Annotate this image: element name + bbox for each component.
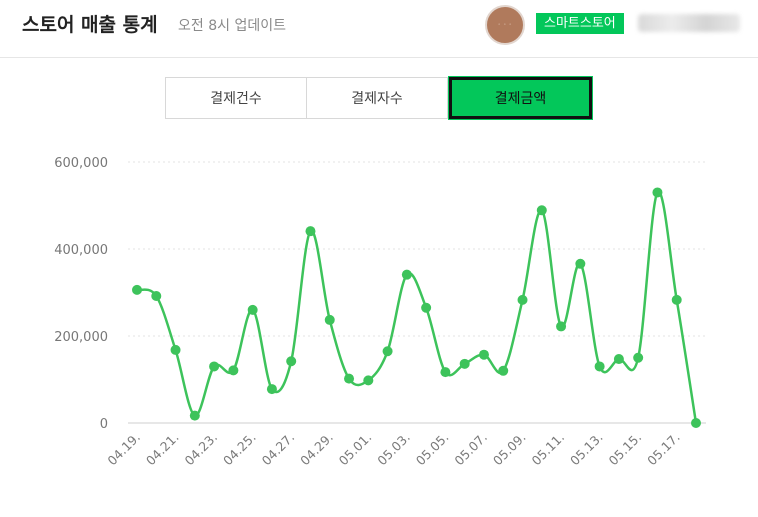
data-point[interactable] — [324, 314, 335, 325]
x-tick-label: 05.13. — [567, 430, 606, 469]
tab-payment-amount[interactable]: 결제금액 — [448, 76, 593, 120]
x-tick-label: 04.21. — [143, 430, 182, 469]
series-line — [136, 190, 698, 424]
x-tick-label: 05.05. — [413, 430, 452, 469]
y-tick-label: 0 — [100, 417, 108, 432]
data-point[interactable] — [344, 373, 355, 384]
y-tick-label: 600,000 — [54, 156, 108, 171]
data-point[interactable] — [209, 361, 220, 372]
data-point[interactable] — [517, 294, 528, 305]
data-point[interactable] — [440, 367, 451, 378]
tab-payer-count[interactable]: 결제자수 — [306, 77, 448, 119]
data-point[interactable] — [266, 384, 277, 395]
y-axis: 0 200,000 400,000 600,000 — [54, 156, 108, 432]
data-point[interactable] — [498, 365, 509, 376]
data-point[interactable] — [594, 361, 605, 372]
store-avatar[interactable]: ◦ ◦ ◦ — [485, 5, 525, 45]
data-point[interactable] — [421, 302, 432, 313]
store-logo-icon: ◦ ◦ ◦ — [497, 22, 513, 28]
data-point[interactable] — [132, 284, 142, 295]
data-point[interactable] — [671, 294, 682, 305]
x-tick-label: 05.07. — [451, 430, 490, 469]
x-tick-label: 04.29. — [297, 430, 336, 469]
data-point[interactable] — [382, 346, 393, 357]
update-time-label: 오전 8시 업데이트 — [178, 18, 286, 34]
page-header: 스토어 매출 통계 오전 8시 업데이트 ◦ ◦ ◦ 스마트스토어 — [0, 0, 758, 58]
data-point[interactable] — [151, 290, 162, 301]
data-point[interactable] — [478, 349, 489, 360]
data-point[interactable] — [286, 356, 297, 367]
data-point[interactable] — [613, 354, 624, 365]
data-point[interactable] — [189, 410, 200, 421]
store-name-redacted — [638, 14, 740, 32]
x-axis: 04.19. 04.21. 04.23. 04.25. 04.27. 04.29. 05.0… — [104, 430, 682, 469]
metric-tabs: 결제건수 결제자수 결제금액 — [165, 76, 593, 120]
data-points — [132, 187, 701, 428]
x-tick-label: 05.15. — [606, 430, 645, 469]
data-point[interactable] — [556, 321, 567, 332]
data-point[interactable] — [459, 358, 470, 369]
data-point[interactable] — [652, 187, 663, 198]
x-tick-label: 04.27. — [259, 430, 298, 469]
x-tick-label: 05.11. — [528, 430, 567, 469]
chart-grid — [128, 161, 706, 424]
x-tick-label: 05.09. — [490, 430, 529, 469]
data-point[interactable] — [575, 258, 586, 269]
data-point[interactable] — [363, 375, 374, 386]
y-tick-label: 200,000 — [54, 330, 108, 345]
data-point[interactable] — [536, 205, 547, 216]
data-point[interactable] — [228, 365, 239, 376]
x-tick-label: 04.19. — [104, 430, 143, 469]
data-point[interactable] — [170, 344, 181, 355]
x-tick-label: 04.25. — [220, 430, 259, 469]
y-tick-label: 400,000 — [54, 243, 108, 258]
data-point[interactable] — [247, 304, 258, 315]
x-tick-label: 05.03. — [374, 430, 413, 469]
x-tick-label: 04.23. — [181, 430, 220, 469]
x-tick-label: 05.17. — [644, 430, 683, 469]
data-point[interactable] — [401, 269, 412, 280]
tab-payment-count[interactable]: 결제건수 — [165, 77, 307, 119]
data-point[interactable] — [691, 418, 701, 428]
page-title: 스토어 매출 통계 — [22, 14, 158, 36]
data-point[interactable] — [633, 352, 644, 363]
store-type-badge: 스마트스토어 — [536, 13, 624, 34]
x-tick-label: 05.01. — [336, 430, 375, 469]
data-point[interactable] — [305, 226, 316, 237]
